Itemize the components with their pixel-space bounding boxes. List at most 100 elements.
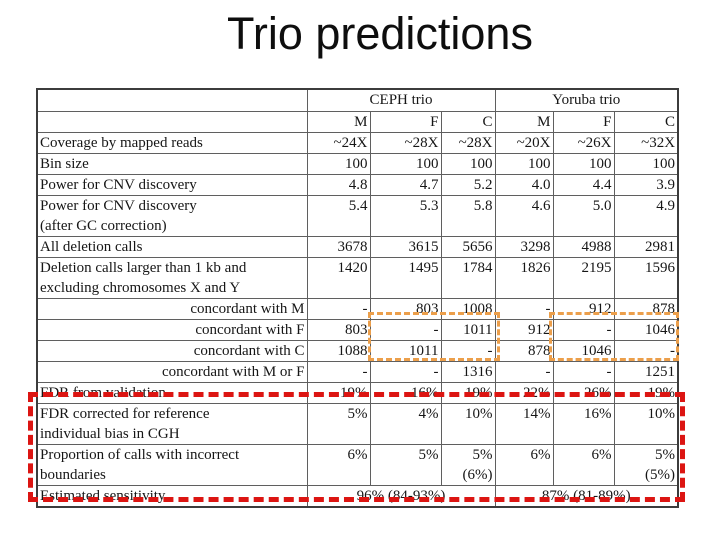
row-label-cell: Coverage by mapped reads bbox=[36, 131, 308, 154]
row-label-cell: concordant with C bbox=[36, 339, 308, 362]
value-cell: 4.0 bbox=[494, 173, 554, 196]
value-cell: 4.6 bbox=[494, 194, 554, 237]
table-row: FDR corrected for reference individual b… bbox=[36, 402, 679, 445]
row-label-cell: FDR corrected for reference individual b… bbox=[36, 402, 308, 445]
subheader-cell: C bbox=[440, 110, 496, 133]
value-cell: 5.4 bbox=[306, 194, 371, 237]
subheader-cell: F bbox=[369, 110, 442, 133]
value-cell: 5.8 bbox=[440, 194, 496, 237]
corner-cell bbox=[36, 110, 308, 133]
value-cell: 1596 bbox=[613, 256, 679, 299]
value-cell: 100 bbox=[494, 152, 554, 175]
value-cell: 4.9 bbox=[613, 194, 679, 237]
value-cell: 10% bbox=[440, 402, 496, 445]
row-label-line1: Power for CNV discovery bbox=[40, 197, 197, 214]
row-label-cell: Power for CNV discovery bbox=[36, 173, 308, 196]
value-cell: - bbox=[613, 339, 679, 362]
row-label-cell: Deletion calls larger than 1 kb and excl… bbox=[36, 256, 308, 299]
value-cell: 3.9 bbox=[613, 173, 679, 196]
corner-cell bbox=[36, 88, 308, 112]
value-cell: - bbox=[306, 297, 371, 320]
value-line1: 5% bbox=[472, 446, 493, 463]
row-label-cell: concordant with F bbox=[36, 318, 308, 341]
table-row: CEPH trio Yoruba trio bbox=[36, 88, 679, 112]
value-cell: 5656 bbox=[440, 235, 496, 258]
table-row: Deletion calls larger than 1 kb and excl… bbox=[36, 256, 679, 299]
value-cell: 100 bbox=[613, 152, 679, 175]
value-cell: 912 bbox=[552, 297, 615, 320]
table-row: concordant with M - 803 1008 - 912 878 bbox=[36, 297, 679, 320]
value-cell: - bbox=[494, 297, 554, 320]
value-cell: ~24X bbox=[306, 131, 371, 154]
value-cell: 4.4 bbox=[552, 173, 615, 196]
value-line1: 5% bbox=[655, 446, 676, 463]
row-label-line1: Deletion calls larger than 1 kb and bbox=[40, 259, 247, 276]
value-cell: 19% bbox=[613, 381, 679, 404]
table-row: All deletion calls 3678 3615 5656 3298 4… bbox=[36, 235, 679, 258]
value-cell: 3298 bbox=[494, 235, 554, 258]
value-line1: 6% bbox=[530, 446, 551, 463]
row-label-cell: Estimated sensitivity bbox=[36, 484, 308, 507]
trio-predictions-table: CEPH trio Yoruba trio M F C M F C Covera… bbox=[36, 88, 680, 508]
table-row: concordant with C 1088 1011 - 878 1046 - bbox=[36, 339, 679, 362]
table-row: Proportion of calls with incorrect bound… bbox=[36, 443, 679, 486]
value-cell: 16% bbox=[552, 402, 615, 445]
row-label-cell: FDR from validation bbox=[36, 381, 308, 404]
table-row: Estimated sensitivity 96% (84-93%) 87% (… bbox=[36, 484, 679, 507]
table-row: Bin size 100 100 100 100 100 100 bbox=[36, 152, 679, 175]
value-cell: - bbox=[440, 339, 496, 362]
value-line2: (6%) bbox=[462, 466, 493, 483]
value-cell: 5.0 bbox=[552, 194, 615, 237]
value-cell: 100 bbox=[306, 152, 371, 175]
row-label-line2: (after GC correction) bbox=[40, 217, 167, 234]
row-label-line2: individual bias in CGH bbox=[40, 425, 180, 442]
row-label-cell: Bin size bbox=[36, 152, 308, 175]
value-cell: 1251 bbox=[613, 360, 679, 383]
value-cell: 100 bbox=[440, 152, 496, 175]
value-cell: 14% bbox=[494, 402, 554, 445]
value-cell: - bbox=[369, 318, 442, 341]
value-cell: 5% bbox=[306, 402, 371, 445]
value-cell: 1826 bbox=[494, 256, 554, 299]
row-label-cell: All deletion calls bbox=[36, 235, 308, 258]
value-cell: 3615 bbox=[369, 235, 442, 258]
value-cell: 5.2 bbox=[440, 173, 496, 196]
value-cell: 22% bbox=[494, 381, 554, 404]
value-cell: - bbox=[552, 318, 615, 341]
value-cell: 1495 bbox=[369, 256, 442, 299]
subheader-cell: M bbox=[494, 110, 554, 133]
value-cell: 1046 bbox=[613, 318, 679, 341]
table-row: Power for CNV discovery (after GC correc… bbox=[36, 194, 679, 237]
value-cell: ~20X bbox=[494, 131, 554, 154]
value-cell: 1011 bbox=[369, 339, 442, 362]
value-line1: 5% bbox=[418, 446, 439, 463]
row-label-line2: excluding chromosomes X and Y bbox=[40, 279, 241, 296]
value-cell: 100 bbox=[369, 152, 442, 175]
value-cell: 5% (6%) bbox=[440, 443, 496, 486]
table-row: M F C M F C bbox=[36, 110, 679, 133]
value-cell: - bbox=[306, 360, 371, 383]
value-cell: ~28X bbox=[369, 131, 442, 154]
value-cell: 2195 bbox=[552, 256, 615, 299]
merged-value-cell: 87% (81-89%) bbox=[494, 484, 679, 507]
row-label-cell: concordant with M or F bbox=[36, 360, 308, 383]
value-cell: 878 bbox=[494, 339, 554, 362]
value-cell: 4.8 bbox=[306, 173, 371, 196]
group-header-cell: CEPH trio bbox=[306, 88, 496, 112]
value-cell: 878 bbox=[613, 297, 679, 320]
table-row: concordant with F 803 - 1011 912 - 1046 bbox=[36, 318, 679, 341]
value-cell: - bbox=[552, 360, 615, 383]
row-label-line1: FDR corrected for reference bbox=[40, 405, 210, 422]
table-row: FDR from validation 19% 16% 19% 22% 26% … bbox=[36, 381, 679, 404]
value-cell: 10% bbox=[613, 402, 679, 445]
value-cell: 4% bbox=[369, 402, 442, 445]
value-cell: 1046 bbox=[552, 339, 615, 362]
row-label-cell: Power for CNV discovery (after GC correc… bbox=[36, 194, 308, 237]
row-label-cell: concordant with M bbox=[36, 297, 308, 320]
value-cell: - bbox=[369, 360, 442, 383]
value-cell: 5.3 bbox=[369, 194, 442, 237]
value-line1: 6% bbox=[347, 446, 368, 463]
value-cell: 1316 bbox=[440, 360, 496, 383]
value-cell: 1420 bbox=[306, 256, 371, 299]
table-row: concordant with M or F - - 1316 - - 1251 bbox=[36, 360, 679, 383]
